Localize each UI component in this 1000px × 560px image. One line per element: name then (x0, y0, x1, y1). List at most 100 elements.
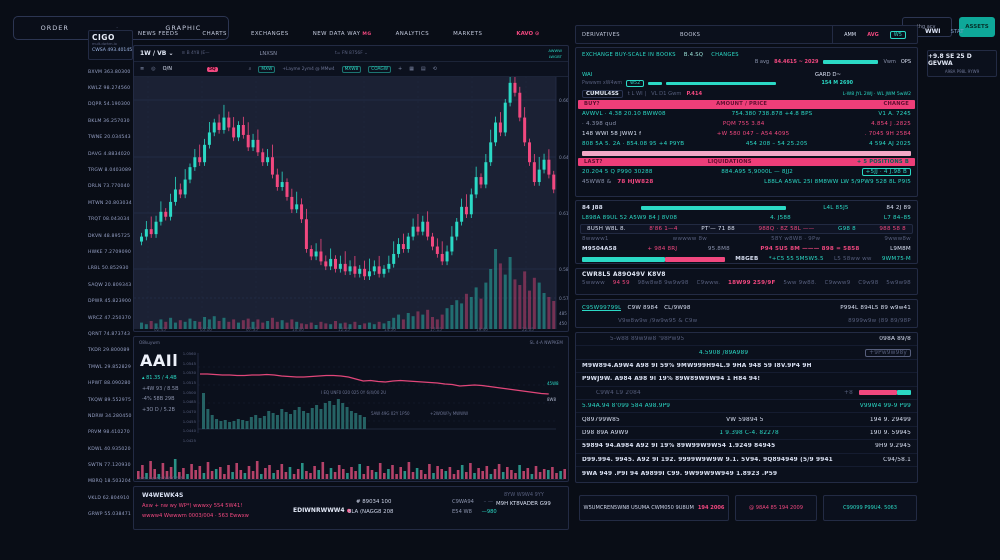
watchlist-item[interactable]: TKQW 89.552975 (88, 397, 132, 403)
cumulative-button[interactable]: CUMUL4SS (582, 90, 623, 98)
gauge-mode[interactable]: OPS (900, 59, 911, 65)
watchlist-item[interactable]: NDRW 34.280450 (88, 413, 132, 419)
search-icon[interactable]: ⌕ (248, 66, 252, 72)
trade-row[interactable]: 5.94A.94 8'099 584 A98.9P9 V99W4 99-9 P99 (576, 400, 917, 414)
layout-label[interactable]: +Layme 2ym4 @ MMw4 (282, 66, 335, 72)
trade-row[interactable]: 5-w88 89w9w8 '98Pw95 098A 89/8 (576, 333, 917, 347)
cell: 190 9. 59945 (869, 429, 911, 436)
cum-chip[interactable]: t L WI | (627, 91, 647, 97)
watchlist-item[interactable]: SAQW 20.809343 (88, 282, 132, 288)
alert-badge[interactable]: 5Q (206, 66, 218, 72)
main-candlestick-chart[interactable]: 0.6680 0.6415 0.6150 0.5885 0.5750 485 450 02:4… (134, 59, 568, 333)
nav-tab[interactable]: EXCHANGES (250, 31, 289, 37)
alert-link[interactable]: KAVO ⊙ (516, 31, 540, 37)
trade-row[interactable]: 59894 94.A984 A92 9I 19% 89W99W9W54 1.92… (576, 440, 917, 454)
indicator-icon[interactable]: ◎ (151, 66, 156, 72)
cell: D98 89A A9W9 (582, 429, 629, 436)
app-logo: CIGO (92, 33, 115, 42)
watchlist-item[interactable]: PRVM 98.410270 (88, 430, 130, 436)
undo-icon[interactable]: ⟲ (432, 66, 437, 72)
column-labels: 5wwww 94 59 98w8w8 9w9w98 C9www. 18W99 259/9… (576, 278, 917, 288)
trade-row[interactable]: Q89799W85 VW 59894 5 194 9. 29499 (576, 413, 917, 427)
cell: 5.94A.94 8'099 584 A98.9P9 (582, 403, 671, 410)
watchlist-item[interactable]: DKVN 48.895725 (88, 233, 131, 239)
cell: V1 A. 7245 (878, 111, 911, 118)
rows-view-icon[interactable]: ▤ (420, 66, 426, 72)
watchlist-item[interactable]: QRNT 74.873743 (88, 331, 131, 337)
trade-row[interactable]: C9W4 L9 2084 +8 (576, 387, 917, 400)
premium-chip[interactable]: w52 (626, 80, 645, 87)
watchlist-item[interactable]: HWKE 7.2709090 (88, 249, 132, 255)
watchlist-item[interactable]: HPWT 88.090280 (88, 381, 131, 387)
right-header-left: DERIVATIVES BOOKS (576, 26, 832, 43)
nav-tab[interactable]: CHARTS (202, 31, 227, 37)
primary-action-button[interactable]: ASSETS (959, 17, 995, 37)
watchlist-item[interactable]: LRBL 50.852930 (88, 266, 129, 272)
trade-row[interactable]: M9W894.A9W4 A98 9I 59% 9MW999H94L.9 9HA … (576, 360, 917, 374)
data-row: V9w8w9w /9w9w95 & C9w 8999w9w (89 89/98P (576, 314, 917, 327)
watchlist-item[interactable]: WRCZ 47.250370 (88, 315, 131, 321)
watchlist-item[interactable]: TRGW 8.0403089 (88, 168, 132, 174)
watchlist-item[interactable]: TMWL 29.852829 (88, 364, 131, 370)
menu-icon[interactable]: ≣ (140, 66, 145, 72)
cell: 5ww 9w88. (783, 279, 817, 286)
cum-chip[interactable]: VL D1 Gwm (651, 91, 682, 97)
watchlist-item[interactable]: DPWR 45.823900 (88, 299, 132, 305)
watchlist-item[interactable]: MTWN 20.803034 (88, 200, 132, 206)
tool-chip[interactable]: COAGW (368, 65, 391, 73)
trend-line-chart[interactable] (134, 349, 568, 455)
trade-row[interactable]: P9WJ9W. A984 A98 9I 19% 89W89W9W94 1 H84… (576, 373, 917, 387)
graphic-button[interactable]: GRAPHIC (159, 23, 207, 33)
y-tick: 1.0440 (182, 428, 196, 434)
activity-strip-chart[interactable] (134, 453, 568, 481)
data-row: 5wwww 94 59 98w8w8 9w9w98 C9www. 18W99 259/9… (576, 278, 917, 288)
trade-row[interactable]: 4.5908 /89A989 +9Pw9w98y (576, 346, 917, 360)
y-tick: 1.0515 (182, 379, 196, 385)
progress-bar (640, 205, 786, 210)
nav-tab[interactable]: ANALYTICS (395, 31, 430, 37)
svg-text:14:50: 14:50 (384, 327, 396, 332)
watchlist-item[interactable]: GRWP 55.038471 (88, 512, 131, 518)
cell: CHANGE (883, 101, 909, 108)
nav-tab[interactable]: NEW DATA WAY MG (312, 31, 372, 37)
watchlist-item[interactable]: DQPR 54.190300 (88, 102, 131, 108)
watchlist-item[interactable]: TRQT 08.043034 (88, 217, 130, 223)
panel2-header: O8kuywm SL 4-A NWPKEM (134, 337, 568, 345)
watchlist-item[interactable]: DRLN 73.770040 (88, 184, 130, 190)
summary-card[interactable]: +9.8 SE 25 D GEVWA A98A P98L 9YW9 (927, 50, 997, 77)
watchlist-item[interactable]: VKLD 62.804910 (88, 495, 130, 501)
watchlist-item[interactable]: BXVM 363.80300 (88, 69, 131, 75)
watchlist-item[interactable]: TWNE 20.034543 (88, 135, 131, 141)
tool-chip[interactable]: MXW (258, 65, 276, 73)
bottom-card[interactable]: C99099 P99U4. 5063 (823, 495, 917, 521)
feed-selector[interactable]: t= FN 8756F ⌄ (335, 51, 368, 56)
tab-stat[interactable]: STAT (950, 28, 964, 35)
order-button[interactable]: ORDER (35, 23, 75, 33)
watchlist: BXVM 363.80300 KWLZ 98.274560 DQPR 54.1903… (88, 64, 134, 523)
watchlist-item[interactable]: TKDR 29.800089 (88, 348, 130, 354)
trade-row[interactable]: D99.994. 9945. A92 9I 192. 9999W9W9W 9.1… (576, 454, 917, 467)
trade-row[interactable]: 9WA 949 .P9I 94 A9899I C99. 9W99W9W949 1… (576, 467, 917, 480)
footer-stat: 8LA (NAGG8 208 (348, 509, 394, 515)
watchlist-item[interactable]: KWLZ 98.274560 (88, 86, 131, 92)
svg-text:22:05: 22:05 (522, 327, 534, 332)
timeframe-button[interactable]: O/N (162, 66, 172, 72)
bottom-card[interactable]: @ 98A4 85 194 2009 (735, 495, 817, 521)
watchlist-item[interactable]: BKLM 36.257030 (88, 118, 130, 124)
tab-wwi[interactable]: WWI (925, 28, 941, 35)
main-chart-panel: 1W / VB ⌄ ≡ B 4Y8 (E— LNXSN t= FN 8756F … (133, 45, 569, 332)
nav-tab[interactable]: NEWS FEEDS (138, 31, 179, 37)
watchlist-item-selected[interactable]: CWSA 493.40145 (92, 48, 133, 53)
symbol-selector[interactable]: 1W / VB ⌄ (140, 50, 174, 57)
add-icon[interactable]: + (397, 66, 403, 72)
bottom-card[interactable]: W5UMCREN5WN8 U5UMA CWM050 9U8UM 194 2006 (579, 495, 729, 521)
trade-row[interactable]: D98 89A A9W9 1 9.398 C-4. 82278 190 9. 599… (576, 427, 917, 441)
watchlist-item[interactable]: MBRQ 18.503204 (88, 479, 132, 485)
grid-view-icon[interactable]: ▦ (409, 66, 414, 72)
watchlist-item[interactable]: KDWL 40.935020 (88, 446, 131, 452)
watchlist-item[interactable]: SWTN 77.120930 (88, 463, 131, 469)
watchlist-item[interactable]: DAVG 4.8834020 (88, 151, 131, 157)
cell: 9WM75·M (881, 256, 911, 263)
tool-chip[interactable]: MXW8 (341, 65, 362, 73)
nav-tab[interactable]: MARKETS (453, 31, 483, 37)
